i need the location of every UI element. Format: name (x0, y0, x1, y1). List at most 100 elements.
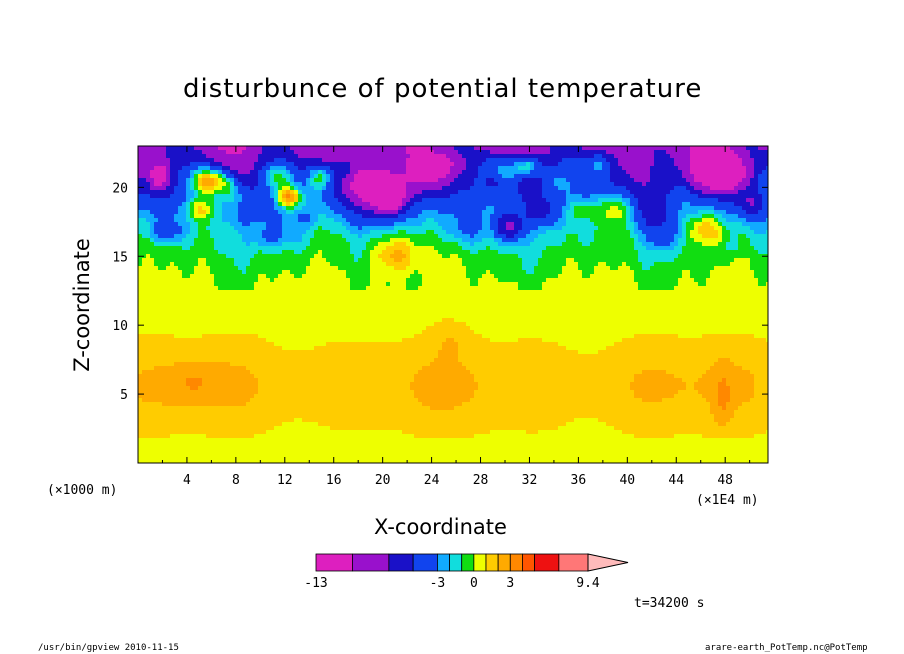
heatmap-cell (670, 238, 675, 243)
heatmap-cell (290, 222, 295, 227)
heatmap-cell (654, 258, 659, 263)
heatmap-cell (318, 254, 323, 259)
heatmap-cell (402, 254, 407, 259)
heatmap-cell (346, 178, 351, 183)
heatmap-cell (174, 214, 179, 219)
heatmap-cell (310, 154, 315, 159)
heatmap-cell (438, 214, 443, 219)
heatmap-cell (442, 258, 447, 263)
heatmap-cell (486, 270, 491, 275)
heatmap-cell (726, 162, 731, 167)
heatmap-cell (186, 234, 191, 239)
heatmap-cell (242, 202, 247, 207)
heatmap-cell (674, 198, 679, 203)
heatmap-cell (234, 166, 239, 171)
heatmap-cell (670, 154, 675, 159)
heatmap-cell (530, 158, 535, 163)
heatmap-cell (522, 146, 527, 151)
heatmap-cell (674, 254, 679, 259)
heatmap-cell (498, 178, 503, 183)
heatmap-cell (306, 242, 311, 247)
heatmap-cell (254, 178, 259, 183)
heatmap-cell (226, 174, 231, 179)
heatmap-cell (210, 198, 215, 203)
heatmap-cell (354, 222, 359, 227)
heatmap-cell (358, 214, 363, 219)
heatmap-cell (710, 150, 715, 155)
heatmap-cell (738, 254, 743, 259)
heatmap-cell (210, 226, 215, 231)
heatmap-cell (434, 202, 439, 207)
heatmap-cell (306, 226, 311, 231)
heatmap-cell (150, 266, 155, 271)
heatmap-cell (446, 166, 451, 171)
heatmap-cell (238, 198, 243, 203)
heatmap-cell (306, 178, 311, 183)
heatmap-cell (702, 166, 707, 171)
heatmap-cell (286, 214, 291, 219)
heatmap-cell (730, 198, 735, 203)
heatmap-cell (710, 178, 715, 183)
heatmap-cell (502, 150, 507, 155)
heatmap-cell (710, 242, 715, 247)
heatmap-cell (418, 254, 423, 259)
heatmap-cell (698, 154, 703, 159)
heatmap-cell (154, 154, 159, 159)
heatmap-cell (158, 218, 163, 223)
heatmap-cell (142, 218, 147, 223)
heatmap-cell (546, 258, 551, 263)
heatmap-cell (714, 186, 719, 191)
heatmap-cell (142, 186, 147, 191)
heatmap-cell (594, 218, 599, 223)
heatmap-cell (138, 174, 143, 179)
heatmap-cell (366, 266, 371, 271)
heatmap-cell (414, 254, 419, 259)
heatmap-cell (638, 170, 643, 175)
heatmap-cell (502, 158, 507, 163)
heatmap-cell (142, 242, 147, 247)
heatmap-cell (398, 234, 403, 239)
heatmap-cell (594, 158, 599, 163)
heatmap-cell (694, 166, 699, 171)
heatmap-cell (482, 202, 487, 207)
heatmap-cell (266, 158, 271, 163)
heatmap-cell (238, 182, 243, 187)
heatmap-cell (590, 222, 595, 227)
heatmap-cell (734, 250, 739, 255)
heatmap-cell (654, 166, 659, 171)
heatmap-cell (418, 190, 423, 195)
heatmap-cell (698, 146, 703, 151)
heatmap-cell (250, 242, 255, 247)
heatmap-cell (186, 174, 191, 179)
heatmap-cell (594, 258, 599, 263)
heatmap-cell (582, 186, 587, 191)
heatmap-cell (554, 170, 559, 175)
heatmap-cell (146, 258, 151, 263)
heatmap-cell (486, 146, 491, 151)
heatmap-cell (546, 166, 551, 171)
heatmap-cell (442, 230, 447, 235)
heatmap-cell (314, 258, 319, 263)
heatmap-cell (622, 178, 627, 183)
heatmap-cell (322, 266, 327, 271)
heatmap-cell (446, 262, 451, 267)
heatmap-cell (290, 178, 295, 183)
heatmap-cell (754, 198, 759, 203)
heatmap-cell (738, 174, 743, 179)
heatmap-cell (574, 150, 579, 155)
heatmap-cell (202, 230, 207, 235)
heatmap-cell (186, 218, 191, 223)
heatmap-cell (506, 238, 511, 243)
heatmap-cell (266, 238, 271, 243)
heatmap-cell (234, 230, 239, 235)
heatmap-cell (474, 238, 479, 243)
heatmap-cell (514, 222, 519, 227)
heatmap-cell (318, 206, 323, 211)
heatmap-cell (598, 202, 603, 207)
heatmap-cell (394, 230, 399, 235)
heatmap-cell (322, 262, 327, 267)
heatmap-cell (190, 266, 195, 271)
heatmap-cell (394, 150, 399, 155)
heatmap-cell (550, 166, 555, 171)
heatmap-cell (686, 258, 691, 263)
